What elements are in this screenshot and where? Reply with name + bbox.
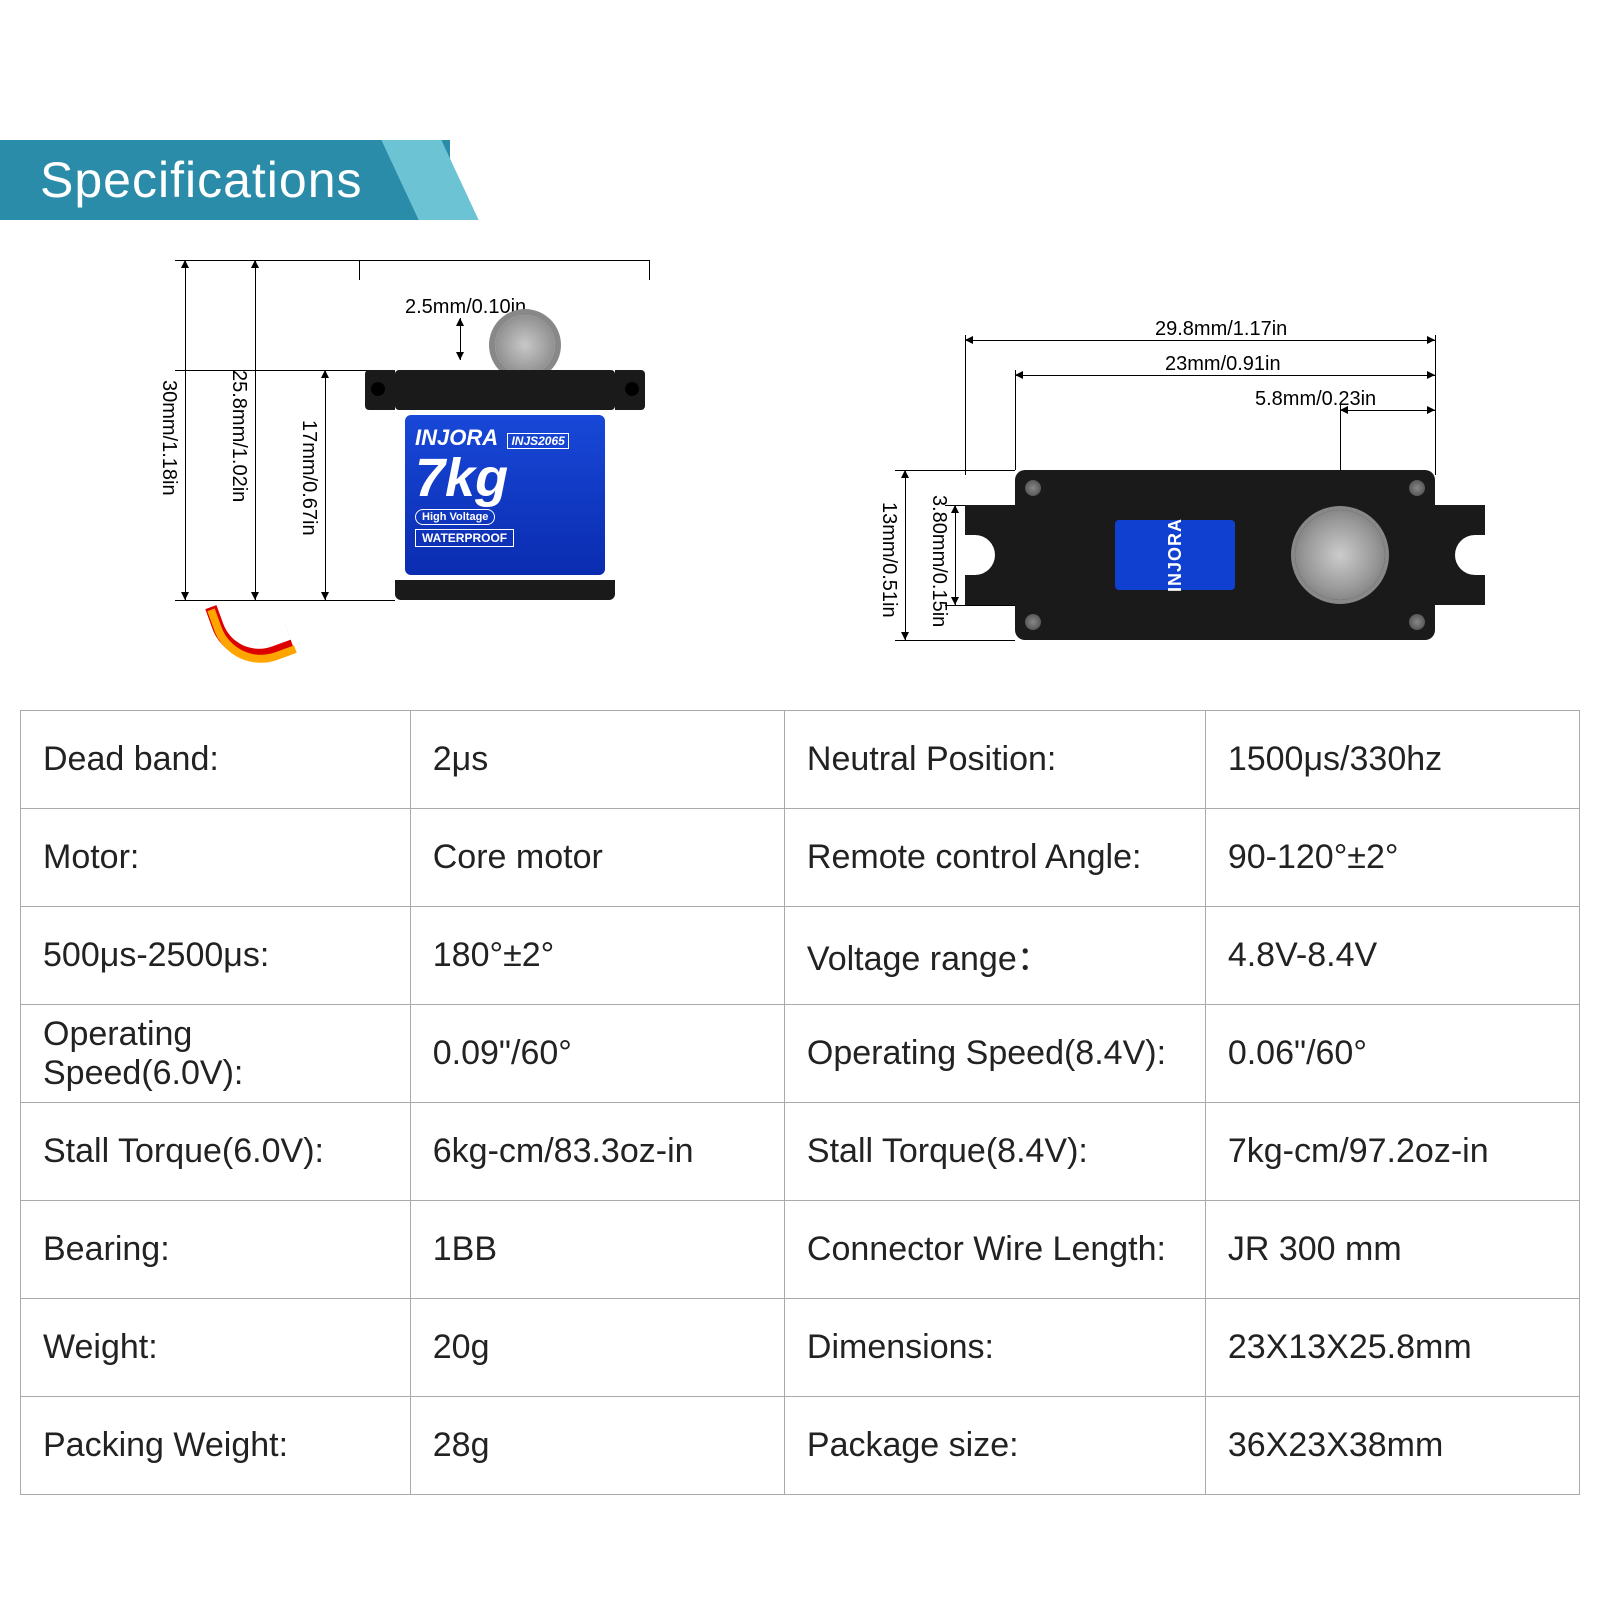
- table-row: 500μs-2500μs:180°±2°Voltage range：4.8V-8…: [21, 907, 1580, 1005]
- spec-value: 6kg-cm/83.3oz-in: [410, 1103, 784, 1201]
- servo-top-figure: 29.8mm/1.17in 23mm/0.91in 5.8mm/0.23in 1…: [855, 320, 1475, 680]
- dim-tick: [1340, 405, 1341, 475]
- dim-v4-label: 13mm/0.51in: [877, 502, 900, 618]
- servo-body-top: INJORA: [1015, 470, 1435, 640]
- spec-label: Weight:: [21, 1299, 411, 1397]
- table-row: Weight:20gDimensions:23X13X25.8mm: [21, 1299, 1580, 1397]
- dim-tick: [359, 260, 360, 280]
- header-banner: Specifications: [0, 140, 1600, 220]
- dim-tick: [895, 470, 1015, 471]
- mount-ear: [365, 370, 395, 410]
- spec-value: 90-120°±2°: [1205, 809, 1579, 907]
- spec-label: Neutral Position:: [784, 711, 1205, 809]
- gear-icon: [1295, 510, 1385, 600]
- mount-ear: [615, 370, 645, 410]
- servo-label-sticker: INJORA INJS2065 7kg High Voltage WATERPR…: [405, 415, 605, 575]
- dim-v1: [185, 260, 186, 600]
- spec-value: 1500μs/330hz: [1205, 711, 1579, 809]
- model: INJS2065: [507, 433, 568, 449]
- table-row: Packing Weight:28gPackage size:36X23X38m…: [21, 1397, 1580, 1495]
- screw-icon: [1025, 480, 1041, 496]
- table-row: Motor:Core motorRemote control Angle:90-…: [21, 809, 1580, 907]
- dim-line: [359, 260, 649, 261]
- servo-body-side: INJORA INJS2065 7kg High Voltage WATERPR…: [395, 370, 615, 600]
- servo-bottom: [395, 580, 615, 600]
- screw-icon: [1409, 614, 1425, 630]
- dim-tick: [965, 335, 966, 475]
- spec-value: 180°±2°: [410, 907, 784, 1005]
- torque-text: 7kg: [415, 451, 595, 505]
- spec-label: Motor:: [21, 809, 411, 907]
- dim-v2: [255, 260, 256, 600]
- dim-v2-label: 25.8mm/1.02in: [227, 370, 250, 502]
- spec-label: Stall Torque(6.0V):: [21, 1103, 411, 1201]
- dim-v3-label: 17mm/0.67in: [297, 420, 320, 536]
- spec-value: 2μs: [410, 711, 784, 809]
- screw-icon: [1409, 480, 1425, 496]
- spec-label: Operating Speed(6.0V):: [21, 1005, 411, 1103]
- spec-value: 7kg-cm/97.2oz-in: [1205, 1103, 1579, 1201]
- dim-v4: [905, 470, 906, 640]
- dim-tick: [1435, 335, 1436, 475]
- spec-table: Dead band:2μsNeutral Position:1500μs/330…: [20, 710, 1580, 1495]
- dim-tick: [945, 605, 1015, 606]
- table-row: Operating Speed(6.0V):0.09"/60°Operating…: [21, 1005, 1580, 1103]
- table-row: Bearing:1BBConnector Wire Length:JR 300 …: [21, 1201, 1580, 1299]
- spec-table-body: Dead band:2μsNeutral Position:1500μs/330…: [21, 711, 1580, 1495]
- spec-label: 500μs-2500μs:: [21, 907, 411, 1005]
- dim-tick: [175, 600, 395, 601]
- spec-value: Core motor: [410, 809, 784, 907]
- spec-label: Packing Weight:: [21, 1397, 411, 1495]
- table-row: Dead band:2μsNeutral Position:1500μs/330…: [21, 711, 1580, 809]
- brand: INJORA: [415, 425, 497, 450]
- spec-value: 28g: [410, 1397, 784, 1495]
- spec-value: JR 300 mm: [1205, 1201, 1579, 1299]
- dim-tick: [895, 640, 1015, 641]
- dim-h2-label: 23mm/0.91in: [1165, 353, 1281, 376]
- dim-v1-label: 30mm/1.18in: [157, 380, 180, 496]
- spec-label: Connector Wire Length:: [784, 1201, 1205, 1299]
- dim-h1-label: 29.8mm/1.17in: [1155, 318, 1287, 341]
- dim-tick: [175, 370, 375, 371]
- spec-value: 0.09"/60°: [410, 1005, 784, 1103]
- dim-tick: [1015, 370, 1016, 470]
- spec-value: 4.8V-8.4V: [1205, 907, 1579, 1005]
- spec-label: Package size:: [784, 1397, 1205, 1495]
- spec-label: Remote control Angle:: [784, 809, 1205, 907]
- spec-value: 0.06"/60°: [1205, 1005, 1579, 1103]
- spec-value: 36X23X38mm: [1205, 1397, 1579, 1495]
- servo-top-plate: [395, 370, 615, 410]
- figures-row: 2.5mm/0.10in 30mm/1.18in 25.8mm/1.02in 1…: [0, 250, 1600, 710]
- spec-label: Stall Torque(8.4V):: [784, 1103, 1205, 1201]
- header-title: Specifications: [40, 140, 363, 220]
- dim-tick: [175, 260, 365, 261]
- table-row: Stall Torque(6.0V):6kg-cm/83.3oz-inStall…: [21, 1103, 1580, 1201]
- spec-value: 23X13X25.8mm: [1205, 1299, 1579, 1397]
- brand: INJORA: [1165, 518, 1186, 592]
- dim-top-label: 2.5mm/0.10in: [405, 296, 526, 319]
- screw-icon: [1025, 614, 1041, 630]
- dim-v5-label: 3.80mm/0.15in: [927, 495, 950, 627]
- servo-side-figure: 2.5mm/0.10in 30mm/1.18in 25.8mm/1.02in 1…: [125, 260, 685, 680]
- spec-value: 20g: [410, 1299, 784, 1397]
- spec-value: 1BB: [410, 1201, 784, 1299]
- dim-h3-label: 5.8mm/0.23in: [1255, 388, 1376, 411]
- spec-label: Dead band:: [21, 711, 411, 809]
- spec-label: Bearing:: [21, 1201, 411, 1299]
- badge: WATERPROOF: [415, 529, 514, 547]
- dim-tick: [649, 260, 650, 280]
- spec-label: Voltage range：: [784, 907, 1205, 1005]
- arrow-icon: [460, 318, 461, 360]
- dim-v5: [955, 505, 956, 605]
- gear-icon: [495, 315, 555, 375]
- badge: High Voltage: [415, 509, 495, 525]
- spec-label: Dimensions:: [784, 1299, 1205, 1397]
- spec-label: Operating Speed(8.4V):: [784, 1005, 1205, 1103]
- dim-v3: [325, 370, 326, 600]
- brand-label: INJORA: [1115, 520, 1235, 590]
